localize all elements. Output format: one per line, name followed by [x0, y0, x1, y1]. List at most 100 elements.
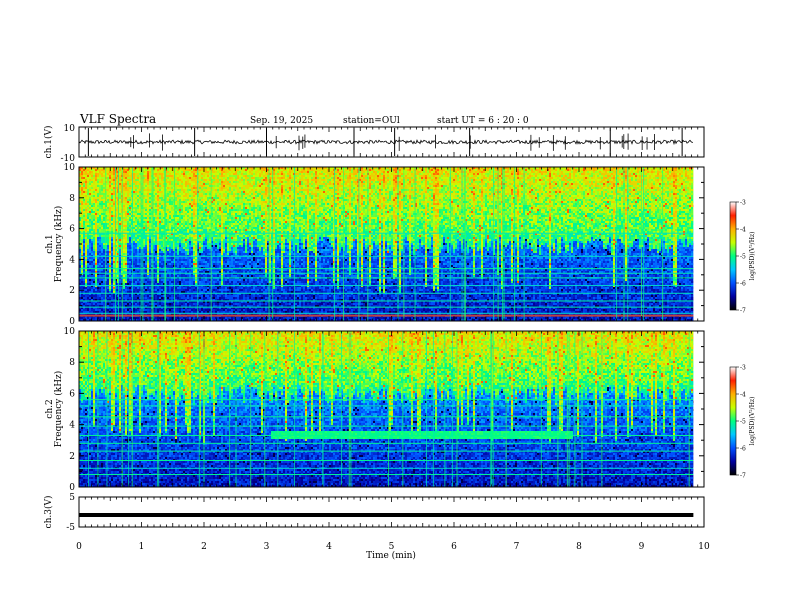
- spec2-sferic: [341, 331, 342, 487]
- ch1-waveform-panel: 10 -10 ch.1(V): [43, 124, 704, 164]
- spec2-line-7: [79, 416, 693, 417]
- spec2-sferic: [493, 331, 494, 487]
- spec1-sferic: [641, 167, 642, 321]
- spec1-sferic: [367, 167, 368, 321]
- spec2-sferic: [294, 331, 295, 487]
- time-tick-3: 3: [264, 542, 270, 552]
- ch3-ytick-bottom: -5: [66, 523, 75, 533]
- spec1-sferic: [269, 167, 270, 321]
- ch1-spectrogram-image: [79, 167, 704, 321]
- spec1-strong-line: [79, 315, 693, 317]
- spec1-ytick-label: 6: [69, 225, 75, 235]
- spec1-sferic: [493, 167, 494, 321]
- time-tick-1: 1: [139, 542, 145, 552]
- spec2-line-0: [79, 474, 693, 475]
- spec1-sferic: [141, 167, 142, 321]
- spec1-sferic: [118, 167, 119, 321]
- spec2-ytick-label: 2: [69, 452, 75, 462]
- cb1-label: log(PSD)(V²/Hz): [749, 232, 756, 281]
- time-tick-9: 9: [639, 542, 645, 552]
- station-label: station=OUl: [343, 116, 400, 126]
- spec2-sferic: [426, 331, 427, 487]
- spec1-sferic: [294, 167, 295, 321]
- cb2-tick-label: -3: [740, 365, 746, 372]
- cb1-tick-label: -4: [740, 227, 746, 234]
- time-tick-7: 7: [514, 542, 520, 552]
- ch3-waveform-panel: 5 -5 ch.3(V): [43, 493, 704, 533]
- spec2-line-1: [79, 468, 693, 469]
- time-axis-label: Time (min): [366, 550, 416, 561]
- spec2-ytick-label: 0: [69, 483, 75, 493]
- spec2-line-6: [79, 426, 693, 427]
- spec2-sferic: [264, 331, 265, 487]
- spec1-sferic: [174, 167, 175, 321]
- spec2-sferic: [491, 331, 492, 487]
- cb1-tick-label: -6: [740, 281, 746, 288]
- spec1-sferic: [623, 167, 624, 321]
- spec2-ytick-label: 10: [64, 327, 76, 337]
- spec1-sferic: [662, 167, 663, 321]
- time-tick-6: 6: [451, 542, 457, 552]
- spec2-sferic: [132, 331, 133, 487]
- spec2-sferic: [157, 331, 158, 487]
- spec1-sferic: [197, 167, 198, 321]
- spec2-line-5: [79, 435, 693, 436]
- ch1-ylabel: ch.1(V): [43, 126, 54, 159]
- spec2-sferic: [601, 331, 602, 487]
- spec1-line-6: [79, 273, 693, 274]
- spec2-sferic: [433, 331, 434, 487]
- date-label: Sep. 19, 2025: [250, 116, 313, 126]
- spec2-sferic: [88, 331, 89, 487]
- spec2-line-2: [79, 460, 693, 461]
- spec1-line-0: [79, 313, 693, 314]
- spec1-sferic: [398, 167, 399, 321]
- spec1-sferic: [142, 167, 143, 321]
- time-tick-8: 8: [576, 542, 582, 552]
- spec2-line-8: [79, 405, 693, 406]
- spec1-sferic: [211, 167, 212, 321]
- time-tick-10: 10: [698, 542, 710, 552]
- spec1-sferic: [502, 167, 503, 321]
- spec2-sferic: [582, 331, 583, 487]
- cb2-tick-label: -7: [740, 473, 746, 480]
- spec1-sferic: [164, 167, 165, 321]
- spec1-sferic: [504, 167, 505, 321]
- spec1-sferic: [151, 167, 152, 321]
- spec1-line-9: [79, 233, 693, 234]
- spec1-sferic: [498, 167, 499, 321]
- time-tick-4: 4: [326, 542, 332, 552]
- spec2-line-9: [79, 399, 693, 400]
- spec1-sferic: [465, 167, 466, 321]
- spec2-sferic: [106, 331, 107, 487]
- spec1-ytick-label: 0: [69, 317, 75, 327]
- spec1-line-3: [79, 293, 693, 294]
- spec1-sferic: [272, 167, 273, 321]
- cb1-tick-label: -5: [740, 254, 746, 261]
- ch3-ytick-top: 5: [69, 493, 75, 503]
- spec1-sferic: [358, 167, 359, 321]
- spec2-sferic: [350, 331, 351, 487]
- spec1-sferic: [115, 167, 116, 321]
- spec1-ytick-label: 4: [69, 255, 75, 265]
- spec2-line-4: [79, 443, 693, 444]
- spec1-sferic: [403, 167, 404, 321]
- spec1-sferic: [450, 167, 451, 321]
- spec1-sferic: [415, 167, 416, 321]
- spec1-sferic: [643, 167, 644, 321]
- spec1-sferic: [616, 167, 617, 321]
- spec2-ytick-label: 6: [69, 389, 75, 399]
- spec2-sferic: [574, 331, 575, 487]
- vlf-spectra-svg: VLF Spectra Sep. 19, 2025 station=OUl st…: [0, 0, 792, 612]
- spec1-ytick-label: 10: [64, 163, 76, 173]
- cb1-tick-label: -7: [740, 308, 746, 315]
- spec1-line-7: [79, 268, 693, 269]
- spec1-sferic: [153, 167, 154, 321]
- spec2-sferic: [452, 331, 453, 487]
- spec1-sferic: [334, 167, 335, 321]
- spec1-sferic: [462, 167, 463, 321]
- spec1-sferic: [524, 167, 525, 321]
- spec2-sferic: [229, 331, 230, 487]
